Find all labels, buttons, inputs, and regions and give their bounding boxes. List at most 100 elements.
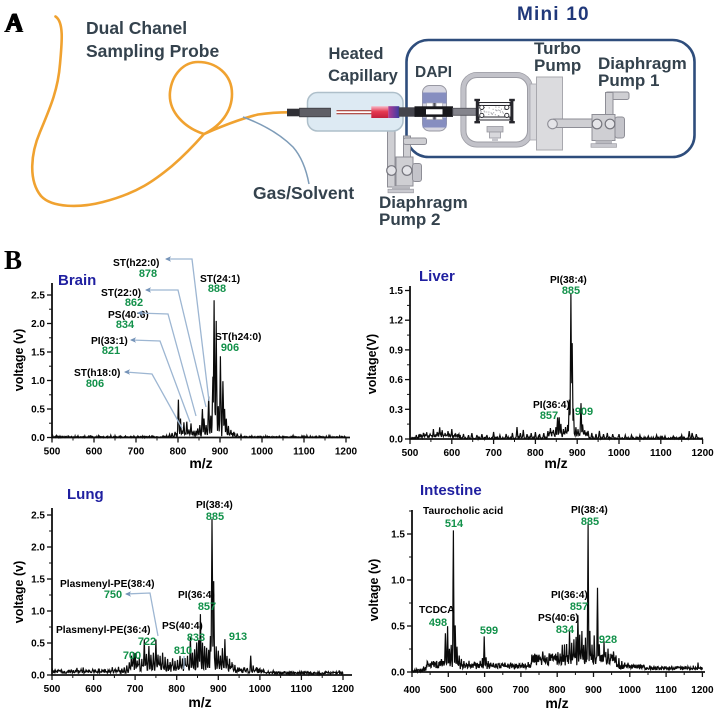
svg-text:821: 821 (102, 345, 120, 357)
svg-text:878: 878 (139, 268, 157, 280)
svg-text:700: 700 (485, 448, 502, 459)
svg-text:Lung: Lung (67, 486, 104, 503)
svg-text:1.5: 1.5 (391, 530, 405, 541)
svg-text:862: 862 (125, 297, 143, 309)
svg-text:PI(33:1): PI(33:1) (91, 336, 128, 347)
svg-text:PI(36:4): PI(36:4) (533, 400, 570, 411)
svg-text:888: 888 (208, 283, 226, 295)
svg-text:1200: 1200 (691, 448, 714, 459)
svg-text:885: 885 (581, 516, 599, 528)
svg-text:voltage (v): voltage (v) (12, 561, 26, 624)
svg-text:0.3: 0.3 (389, 405, 403, 416)
svg-text:voltage (v): voltage (v) (12, 329, 26, 392)
svg-text:ST(22:0): ST(22:0) (101, 288, 141, 299)
svg-text:PI(38:4): PI(38:4) (550, 275, 587, 286)
svg-text:599: 599 (480, 625, 498, 637)
svg-text:1.5: 1.5 (31, 575, 45, 586)
svg-text:500: 500 (402, 448, 419, 459)
svg-text:885: 885 (562, 285, 580, 297)
svg-text:834: 834 (556, 624, 575, 636)
svg-text:m/z: m/z (188, 694, 211, 710)
svg-text:600: 600 (86, 447, 103, 458)
svg-text:Diaphragm: Diaphragm (379, 193, 468, 212)
svg-text:834: 834 (116, 319, 135, 331)
svg-text:2.5: 2.5 (31, 511, 45, 522)
svg-text:900: 900 (210, 684, 227, 695)
svg-text:857: 857 (570, 601, 588, 613)
svg-text:800: 800 (168, 684, 185, 695)
svg-text:913: 913 (229, 631, 247, 643)
svg-text:900: 900 (585, 685, 602, 696)
svg-text:1100: 1100 (655, 685, 677, 696)
svg-text:2.0: 2.0 (31, 319, 45, 330)
svg-text:0.0: 0.0 (31, 433, 45, 444)
svg-text:514: 514 (445, 518, 464, 530)
svg-text:voltage(V): voltage(V) (365, 334, 379, 394)
svg-text:600: 600 (85, 684, 102, 695)
svg-text:Plasmenyl-PE(38:4): Plasmenyl-PE(38:4) (60, 579, 155, 590)
svg-text:909: 909 (575, 406, 593, 418)
svg-text:800: 800 (527, 448, 544, 459)
svg-text:m/z: m/z (189, 455, 212, 471)
svg-text:PS(40:6): PS(40:6) (538, 613, 579, 624)
svg-text:700: 700 (513, 685, 530, 696)
svg-text:1100: 1100 (293, 447, 315, 458)
svg-text:1100: 1100 (650, 448, 672, 459)
svg-text:722: 722 (138, 636, 156, 648)
svg-text:1.0: 1.0 (31, 607, 45, 618)
svg-text:857: 857 (198, 601, 216, 613)
svg-text:900: 900 (212, 447, 229, 458)
svg-text:500: 500 (440, 685, 457, 696)
svg-text:600: 600 (443, 448, 460, 459)
svg-text:800: 800 (170, 447, 187, 458)
svg-text:0.9: 0.9 (389, 345, 403, 356)
svg-text:1.2: 1.2 (389, 316, 403, 327)
svg-text:Sampling Probe: Sampling Probe (86, 41, 219, 61)
svg-text:PI(38:4): PI(38:4) (571, 505, 608, 516)
svg-text:Heated: Heated (328, 45, 383, 63)
svg-text:750: 750 (104, 589, 122, 601)
svg-text:B: B (4, 245, 22, 275)
svg-text:0.5: 0.5 (31, 405, 45, 416)
svg-text:400: 400 (404, 685, 421, 696)
svg-text:Diaphragm: Diaphragm (598, 54, 687, 73)
svg-text:m/z: m/z (544, 455, 567, 471)
svg-text:900: 900 (569, 448, 586, 459)
svg-text:Turbo: Turbo (534, 39, 581, 58)
svg-text:Pump 1: Pump 1 (598, 71, 659, 90)
svg-text:2.0: 2.0 (31, 543, 45, 554)
svg-text:857: 857 (540, 410, 558, 422)
svg-text:Brain: Brain (58, 272, 96, 289)
svg-text:PI(38:4): PI(38:4) (196, 500, 233, 511)
svg-text:1.0: 1.0 (391, 576, 405, 587)
svg-text:Capillary: Capillary (328, 67, 399, 85)
svg-text:A: A (6, 9, 23, 36)
svg-text:Liver: Liver (419, 268, 455, 285)
svg-text:1.5: 1.5 (389, 286, 403, 297)
svg-text:ST(h22:0): ST(h22:0) (113, 258, 159, 269)
svg-text:2.5: 2.5 (31, 291, 45, 302)
svg-text:PS(40:4): PS(40:4) (162, 621, 203, 632)
svg-text:Mini 10: Mini 10 (517, 4, 590, 25)
svg-text:700: 700 (128, 447, 145, 458)
svg-text:A: A (4, 8, 24, 38)
svg-text:500: 500 (44, 684, 61, 695)
svg-text:1.5: 1.5 (31, 348, 45, 359)
svg-text:Pump 2: Pump 2 (379, 210, 440, 229)
svg-text:1000: 1000 (249, 684, 272, 695)
svg-text:1000: 1000 (251, 447, 274, 458)
svg-text:0.6: 0.6 (389, 375, 403, 386)
svg-text:PI(36:4): PI(36:4) (551, 590, 588, 601)
svg-text:0.0: 0.0 (391, 668, 405, 679)
svg-text:700: 700 (127, 684, 144, 695)
svg-text:1200: 1200 (332, 684, 355, 695)
svg-text:Plasmenyl-PE(36:4): Plasmenyl-PE(36:4) (56, 625, 151, 636)
svg-text:m/z: m/z (545, 695, 568, 711)
svg-text:928: 928 (599, 634, 617, 646)
svg-text:ST(h18:0): ST(h18:0) (74, 368, 120, 379)
svg-text:806: 806 (86, 378, 104, 390)
svg-text:1000: 1000 (608, 448, 631, 459)
svg-text:498: 498 (429, 617, 447, 629)
svg-text:1100: 1100 (291, 684, 313, 695)
svg-text:ST(24:1): ST(24:1) (200, 274, 240, 285)
